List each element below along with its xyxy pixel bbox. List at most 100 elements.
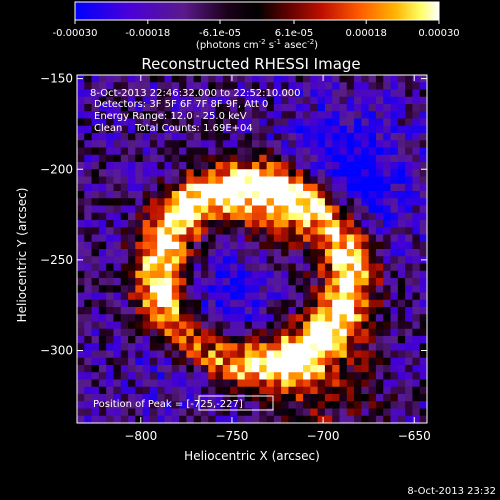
heatmap-cell bbox=[259, 162, 268, 170]
heatmap-cell bbox=[317, 307, 326, 315]
heatmap-cell bbox=[193, 220, 202, 228]
heatmap-cell bbox=[310, 321, 319, 330]
heatmap-cell bbox=[215, 154, 224, 163]
heatmap-cell bbox=[164, 191, 173, 199]
heatmap-cell bbox=[368, 365, 377, 373]
heatmap-cell bbox=[295, 220, 304, 228]
heatmap-cell bbox=[310, 263, 319, 272]
heatmap-cell bbox=[266, 133, 275, 141]
heatmap-cell bbox=[128, 82, 136, 91]
heatmap-cell bbox=[113, 140, 122, 149]
heatmap-cell bbox=[208, 96, 217, 105]
heatmap-cell bbox=[142, 89, 151, 98]
heatmap-cell bbox=[310, 408, 319, 417]
heatmap-cell bbox=[179, 183, 187, 192]
heatmap-cell bbox=[84, 386, 93, 395]
heatmap-cell bbox=[346, 118, 355, 127]
heatmap-cell bbox=[361, 386, 370, 395]
heatmap-cell bbox=[149, 140, 158, 149]
heatmap-cell bbox=[237, 336, 246, 344]
heatmap-cell bbox=[361, 336, 370, 344]
heatmap-cell bbox=[324, 278, 333, 286]
heatmap-cell bbox=[412, 162, 421, 170]
heatmap-cell bbox=[252, 372, 260, 381]
heatmap-cell bbox=[193, 249, 202, 257]
heatmap-cell bbox=[193, 394, 202, 402]
heatmap-cell bbox=[157, 140, 166, 149]
heatmap-cell bbox=[193, 241, 202, 250]
heatmap-cell bbox=[390, 191, 399, 199]
heatmap-cell bbox=[346, 415, 355, 423]
heatmap-cell bbox=[222, 394, 231, 402]
heatmap-cell bbox=[303, 278, 311, 286]
heatmap-cell bbox=[98, 227, 107, 236]
heatmap-cell bbox=[84, 292, 93, 301]
heatmap-cell bbox=[208, 379, 217, 388]
heatmap-cell bbox=[200, 343, 209, 352]
heatmap-cell bbox=[215, 270, 224, 279]
heatmap-cell bbox=[419, 307, 427, 315]
heatmap-cell bbox=[171, 292, 180, 301]
heatmap-cell bbox=[273, 140, 282, 149]
heatmap-cell bbox=[164, 96, 173, 105]
heatmap-cell bbox=[397, 321, 406, 330]
heatmap-cell bbox=[273, 82, 282, 91]
heatmap-cell bbox=[142, 292, 151, 301]
heatmap-cell bbox=[405, 140, 414, 149]
heatmap-cell bbox=[171, 299, 180, 308]
heatmap-cell bbox=[310, 133, 319, 141]
heatmap-cell bbox=[135, 75, 144, 83]
heatmap-cell bbox=[84, 336, 93, 344]
heatmap-cell bbox=[215, 169, 224, 178]
heatmap-cell bbox=[259, 125, 268, 134]
heatmap-cell bbox=[266, 183, 275, 192]
heatmap-cell bbox=[98, 365, 107, 373]
heatmap-cell bbox=[91, 176, 100, 185]
heatmap-cell bbox=[317, 256, 326, 265]
heatmap-cell bbox=[354, 263, 362, 272]
heatmap-cell bbox=[303, 394, 311, 402]
heatmap-cell bbox=[222, 415, 231, 423]
heatmap-cell bbox=[288, 111, 297, 120]
heatmap-cell bbox=[135, 292, 144, 301]
heatmap-cell bbox=[186, 285, 195, 294]
heatmap-cell bbox=[332, 212, 341, 221]
heatmap-cell bbox=[390, 140, 399, 149]
heatmap-cell bbox=[98, 111, 107, 120]
heatmap-cell bbox=[222, 241, 231, 250]
heatmap-cell bbox=[179, 357, 187, 366]
heatmap-cell bbox=[186, 415, 195, 423]
heatmap-cell bbox=[339, 147, 348, 156]
heatmap-cell bbox=[295, 292, 304, 301]
heatmap-cell bbox=[120, 176, 129, 185]
heatmap-cell bbox=[252, 234, 260, 243]
heatmap-cell bbox=[383, 198, 392, 207]
heatmap-cell bbox=[244, 89, 253, 98]
heatmap-cell bbox=[252, 336, 260, 344]
heatmap-cell bbox=[303, 162, 311, 170]
heatmap-cell bbox=[237, 89, 246, 98]
heatmap-cell bbox=[259, 227, 268, 236]
heatmap-cell bbox=[171, 205, 180, 214]
heatmap-cell bbox=[361, 104, 370, 112]
heatmap-cell bbox=[361, 321, 370, 330]
heatmap-cell bbox=[361, 350, 370, 359]
heatmap-cell bbox=[419, 285, 427, 294]
heatmap-cell bbox=[288, 263, 297, 272]
heatmap-cell bbox=[208, 386, 217, 395]
heatmap-cell bbox=[259, 263, 268, 272]
heatmap-cell bbox=[98, 96, 107, 105]
heatmap-cell bbox=[230, 408, 239, 417]
heatmap-cell bbox=[230, 357, 239, 366]
heatmap-cell bbox=[186, 408, 195, 417]
heatmap-cell bbox=[273, 75, 282, 83]
heatmap-cell bbox=[215, 365, 224, 373]
heatmap-cell bbox=[266, 140, 275, 149]
heatmap-cell bbox=[244, 147, 253, 156]
heatmap-cell bbox=[106, 386, 115, 395]
heatmap-cell bbox=[259, 343, 268, 352]
heatmap-cell bbox=[230, 314, 239, 323]
heatmap-cell bbox=[397, 379, 406, 388]
heatmap-cell bbox=[354, 343, 362, 352]
heatmap-cell bbox=[149, 408, 158, 417]
